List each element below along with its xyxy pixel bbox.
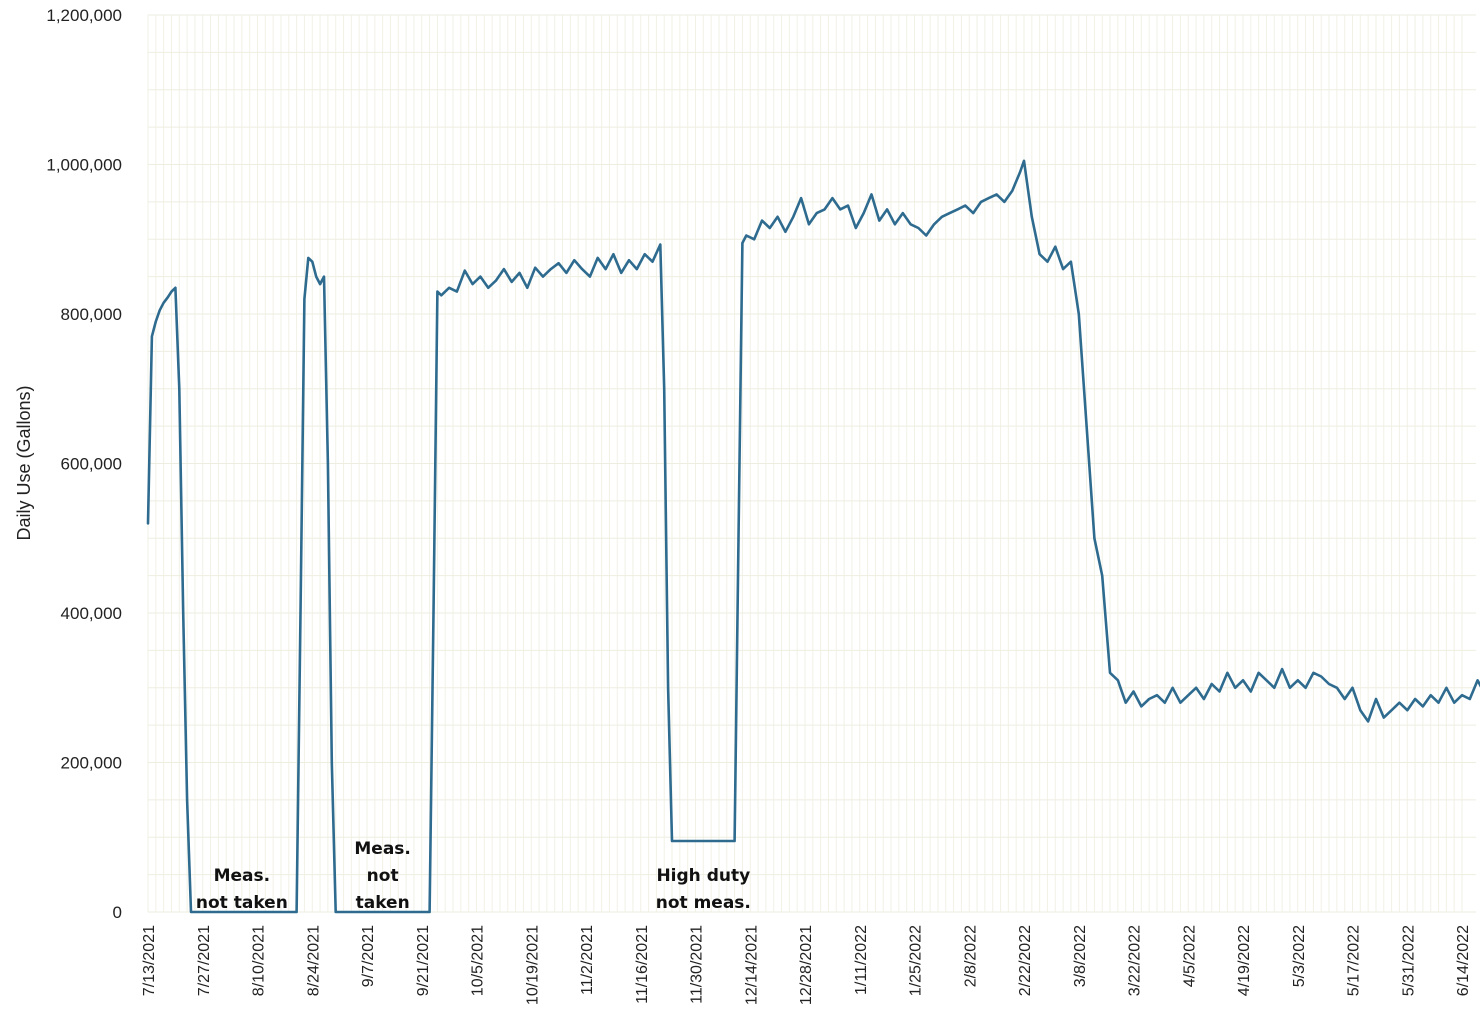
annotations: Meas. not taken Meas. not taken High duty not … [196,839,751,913]
x-tick-label: 9/21/2021 [415,925,432,996]
y-tick-label: 400,000 [61,604,122,623]
x-tick-label: 12/14/2021 [743,925,760,1005]
x-tick-label: 11/2/2021 [579,925,596,995]
x-tick-label: 4/19/2022 [1236,925,1253,996]
y-tick-label: 200,000 [61,754,122,773]
y-tick-label: 1,200,000 [46,6,122,25]
gridlines [147,14,1476,913]
x-tick-label: 5/3/2022 [1291,925,1308,987]
annotation-text: Meas. [354,839,411,859]
x-tick-label: 6/14/2022 [1455,925,1472,996]
x-tick-label: 8/24/2021 [305,925,322,996]
x-tick-label: 5/17/2022 [1346,925,1363,996]
x-tick-label: 3/8/2022 [1072,925,1089,987]
x-tick-label: 8/10/2021 [251,925,268,996]
annotation-text: Meas. [214,866,271,886]
x-tick-label: 11/30/2021 [689,925,706,1004]
x-tick-label: 10/19/2021 [524,925,541,1005]
y-tick-label: 800,000 [61,305,122,324]
x-tick-label: 2/8/2022 [962,925,979,987]
x-tick-label: 12/28/2021 [798,925,815,1005]
x-tick-label: 10/5/2021 [470,925,487,996]
annotation-text: taken [356,893,410,913]
x-tick-label: 7/13/2021 [141,925,158,996]
y-axis-label: Daily Use (Gallons) [14,385,34,540]
series-group [146,159,1480,914]
annotation-text: not taken [196,893,288,913]
y-tick-label: 0 [113,903,122,922]
x-tick-label: 3/22/2022 [1127,925,1144,996]
x-tick-label: 7/27/2021 [196,925,213,996]
y-axis-ticks: 0 200,000 400,000 600,000 800,000 1,000,000 1,… [46,6,122,922]
x-tick-label: 1/25/2022 [908,925,925,996]
x-axis-ticks: 7/13/2021 7/27/2021 8/10/2021 8/24/2021 9/7/… [141,925,1472,1005]
y-tick-label: 600,000 [61,455,122,474]
annotation-text: not meas. [656,893,751,913]
annotation-text: not [367,866,399,886]
x-tick-label: 11/16/2021 [634,925,651,1004]
x-tick-label: 9/7/2021 [360,925,377,987]
y-tick-label: 1,000,000 [46,156,122,175]
series-line [146,159,1480,914]
x-tick-label: 2/22/2022 [1017,925,1034,996]
x-tick-label: 5/31/2022 [1400,925,1417,996]
x-tick-label: 4/5/2022 [1181,925,1198,987]
annotation-text: High duty [656,866,750,886]
x-tick-label: 1/11/2022 [853,925,870,995]
